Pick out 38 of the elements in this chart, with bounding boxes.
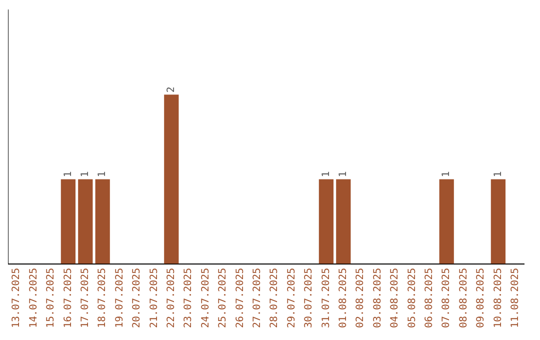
x-tick-label: 24.07.2025 [200, 268, 212, 328]
data-label: 1 [62, 171, 74, 178]
x-tick-label: 30.07.2025 [304, 268, 315, 328]
x-tick-label: 29.07.2025 [286, 268, 298, 328]
data-label: 1 [97, 171, 108, 178]
x-tick-label: 15.07.2025 [46, 268, 57, 328]
x-tick-label: 26.07.2025 [234, 268, 246, 328]
data-label: 2 [166, 86, 177, 93]
x-tick-label: 01.08.2025 [338, 268, 349, 328]
x-tick-label: 07.08.2025 [441, 268, 452, 328]
data-label: 1 [80, 171, 91, 178]
x-tick-label: 14.07.2025 [28, 268, 40, 328]
x-tick-label: 20.07.2025 [132, 268, 143, 328]
x-tick-label: 05.08.2025 [406, 268, 418, 328]
x-tick-label: 23.07.2025 [183, 268, 194, 328]
x-tick-label: 22.07.2025 [166, 268, 177, 328]
x-tick-label: 03.08.2025 [372, 268, 384, 328]
x-tick-label: 18.07.2025 [97, 268, 108, 328]
x-tick-label: 19.07.2025 [114, 268, 126, 328]
data-label: 1 [338, 171, 349, 178]
data-label: 1 [441, 171, 452, 178]
x-tick-label: 06.08.2025 [424, 268, 435, 328]
x-tick-label: 25.07.2025 [218, 268, 229, 328]
x-tick-label: 11.08.2025 [510, 268, 521, 328]
x-tick-label: 02.08.2025 [355, 268, 366, 328]
x-tick-label: 13.07.2025 [11, 268, 22, 328]
x-tick-label: 28.07.2025 [269, 268, 280, 328]
x-tick-label: 16.07.2025 [62, 268, 74, 328]
x-tick-label: 21.07.2025 [148, 268, 160, 328]
x-tick-label: 10.08.2025 [492, 268, 504, 328]
x-tick-label: 31.07.2025 [320, 268, 332, 328]
x-tick-label: 04.08.2025 [390, 268, 401, 328]
x-tick-label: 08.08.2025 [458, 268, 470, 328]
data-label: 1 [320, 171, 332, 178]
x-tick-label: 27.07.2025 [252, 268, 263, 328]
data-label: 1 [492, 171, 504, 178]
x-tick-label: 17.07.2025 [80, 268, 91, 328]
x-tick-label: 09.08.2025 [476, 268, 487, 328]
